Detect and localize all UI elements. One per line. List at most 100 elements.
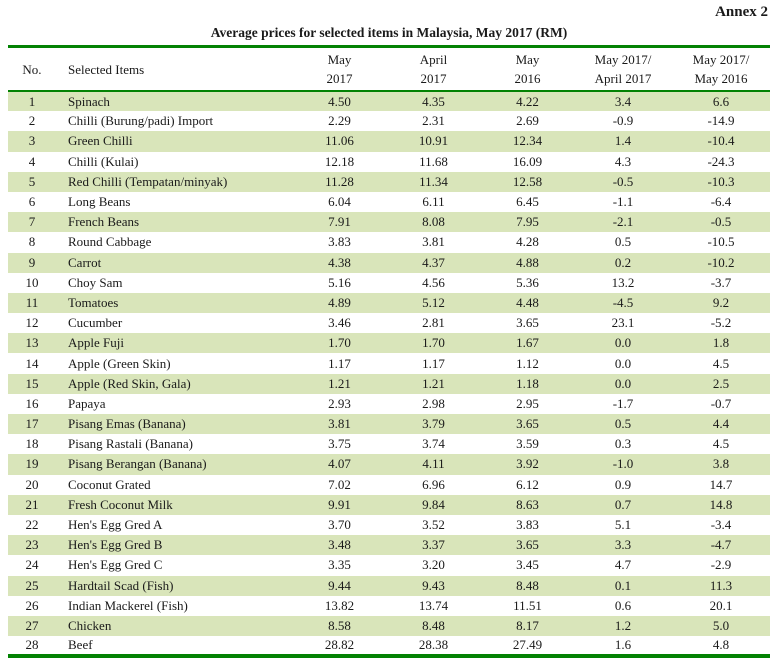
cell-no: 4 (28, 153, 36, 169)
cell-change-may-2016: 4.8 (712, 637, 730, 653)
cell-may-2017: 28.82 (324, 637, 355, 653)
cell-may-2016: 2.69 (516, 113, 539, 129)
cell-april-2017: 2.31 (422, 113, 445, 129)
cell-april-2017: 6.11 (422, 194, 445, 210)
cell-change-april: 0.0 (614, 375, 632, 391)
cell-april-2017: 9.84 (422, 496, 445, 512)
cell-no: 23 (25, 537, 39, 553)
cell-change-may-2016: 3.8 (712, 456, 730, 472)
table-row: 15 Apple (Red Skin, Gala) 1.21 1.21 1.18 0.0 2… (8, 373, 770, 394)
cell-item: Apple Fuji (68, 335, 124, 351)
cell-item: Pisang Berangan (Banana) (68, 456, 207, 472)
cell-no: 12 (25, 315, 39, 331)
cell-may-2017: 4.50 (328, 93, 351, 109)
table-row: 26 Indian Mackerel (Fish) 13.82 13.74 11.51 0… (8, 596, 770, 616)
cell-may-2016: 8.48 (516, 577, 539, 593)
cell-change-may-2016: 2.5 (712, 375, 730, 391)
cell-april-2017: 3.81 (422, 234, 445, 250)
table-row: 20 Coconut Grated 7.02 6.96 6.12 0.9 14.7 (8, 475, 770, 495)
cell-change-april: 0.5 (614, 234, 632, 250)
cell-may-2016: 3.65 (516, 315, 539, 331)
cell-may-2017: 3.83 (328, 234, 351, 250)
table-row: 27 Chicken 8.58 8.48 8.17 1.2 5.0 (8, 615, 770, 637)
cell-change-april: 23.1 (611, 315, 635, 331)
cell-change-may-2016: 4.5 (712, 436, 730, 452)
cell-no: 11 (25, 294, 39, 310)
cell-april-2017: 4.56 (422, 274, 445, 290)
cell-may-2016: 4.88 (516, 254, 539, 270)
cell-change-april: 0.9 (614, 476, 632, 492)
table-row: 10 Choy Sam 5.16 4.56 5.36 13.2 -3.7 (8, 273, 770, 293)
table-row: 18 Pisang Rastali (Banana) 3.75 3.74 3.59 0.3… (8, 434, 770, 454)
cell-item: Chicken (68, 617, 112, 633)
cell-april-2017: 3.37 (422, 537, 445, 553)
cell-may-2016: 27.49 (512, 637, 543, 653)
cell-may-2016: 3.45 (516, 557, 539, 573)
cell-change-april: 0.3 (614, 436, 632, 452)
table-row: 19 Pisang Berangan (Banana) 4.07 4.11 3.92 -1… (8, 454, 770, 475)
cell-may-2017: 4.38 (328, 254, 351, 270)
cell-may-2017: 12.18 (324, 153, 355, 169)
table-row: 13 Apple Fuji 1.70 1.70 1.67 0.0 1.8 (8, 333, 770, 354)
cell-april-2017: 1.21 (422, 375, 445, 391)
cell-no: 24 (25, 557, 39, 573)
cell-change-april: -1.0 (612, 456, 634, 472)
cell-item: Long Beans (68, 194, 131, 210)
cell-no: 25 (25, 577, 39, 593)
table-row: 28 Beef 28.82 28.38 27.49 1.6 4.8 (8, 636, 770, 656)
cell-change-may-2016: 14.8 (709, 496, 733, 512)
cell-item: Hardtail Scad (Fish) (68, 577, 174, 593)
cell-may-2017: 3.46 (328, 315, 351, 331)
cell-may-2017: 3.48 (328, 537, 351, 553)
cell-may-2016: 3.59 (516, 436, 539, 452)
cell-change-april: 0.5 (614, 416, 632, 432)
cell-may-2016: 1.18 (516, 375, 539, 391)
cell-change-may-2016: -10.4 (707, 133, 735, 149)
cell-april-2017: 11.68 (419, 153, 448, 169)
cell-item: Pisang Rastali (Banana) (68, 436, 193, 452)
cell-april-2017: 6.96 (422, 476, 445, 492)
cell-no: 7 (28, 214, 36, 230)
cell-no: 15 (25, 375, 39, 391)
cell-may-2016: 1.67 (516, 335, 539, 351)
cell-change-may-2016: -10.5 (707, 234, 735, 250)
cell-change-may-2016: 5.0 (712, 617, 730, 633)
cell-change-april: 0.1 (614, 577, 632, 593)
cell-no: 19 (25, 456, 39, 472)
cell-may-2017: 6.04 (328, 194, 351, 210)
cell-may-2017: 4.89 (328, 294, 351, 310)
table-row: 7 French Beans 7.91 8.08 7.95 -2.1 -0.5 (8, 212, 770, 233)
cell-change-may-2016: 6.6 (712, 93, 730, 109)
cell-may-2016: 11.51 (513, 597, 542, 613)
cell-no: 5 (28, 173, 36, 189)
cell-change-april: -0.9 (612, 113, 634, 129)
cell-may-2017: 1.21 (328, 375, 351, 391)
cell-no: 20 (25, 476, 39, 492)
cell-april-2017: 2.98 (422, 395, 445, 411)
table-row: 6 Long Beans 6.04 6.11 6.45 -1.1 -6.4 (8, 192, 770, 212)
cell-change-may-2016: -4.7 (710, 537, 732, 553)
cell-may-2016: 3.65 (516, 416, 539, 432)
cell-change-april: -1.7 (612, 395, 634, 411)
cell-item: Pisang Emas (Banana) (68, 416, 186, 432)
table-row: 3 Green Chilli 11.06 10.91 12.34 1.4 -10.4 (8, 131, 770, 152)
cell-item: Chilli (Burung/padi) Import (68, 113, 214, 129)
cell-change-may-2016: -2.9 (710, 557, 732, 573)
cell-no: 1 (28, 93, 36, 109)
cell-change-april: -1.1 (612, 194, 634, 210)
cell-may-2017: 13.82 (324, 597, 355, 613)
cell-change-may-2016: -0.5 (710, 214, 732, 230)
cell-april-2017: 4.11 (422, 456, 445, 472)
cell-change-may-2016: 20.1 (709, 597, 733, 613)
cell-item: Tomatoes (68, 294, 119, 310)
cell-april-2017: 3.79 (422, 416, 445, 432)
header-change-may2017-may2016: May 2017/ May 2016 (672, 46, 770, 92)
cell-may-2017: 3.75 (328, 436, 351, 452)
cell-may-2016: 12.58 (512, 173, 543, 189)
cell-item: Beef (68, 637, 93, 653)
cell-may-2017: 11.06 (325, 133, 354, 149)
cell-change-may-2016: 11.3 (709, 577, 733, 593)
cell-item: Spinach (68, 93, 110, 109)
cell-item: Coconut Grated (68, 476, 151, 492)
cell-may-2017: 9.44 (328, 577, 351, 593)
